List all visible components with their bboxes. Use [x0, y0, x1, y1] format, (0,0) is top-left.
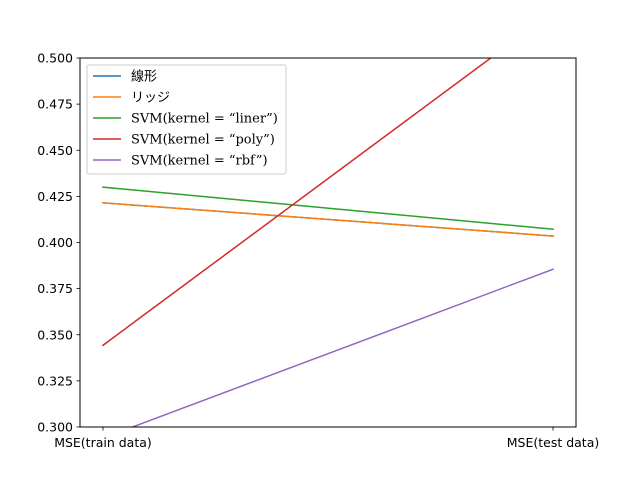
legend-label: SVM(kernel = “liner”)	[131, 112, 278, 127]
legend-label: リッジ	[131, 91, 170, 106]
y-tick-label: 0.400	[37, 235, 73, 250]
x-tick-label: MSE(train data)	[54, 435, 152, 450]
legend-label: 線形	[131, 69, 157, 85]
x-axis: MSE(train data) MSE(test data)	[54, 427, 599, 450]
series-line-2	[102, 186, 554, 231]
series-line-3	[101, 58, 493, 347]
y-tick-label: 0.500	[37, 51, 73, 66]
legend-label: SVM(kernel = “rbf”)	[131, 154, 268, 169]
y-tick-label: 0.375	[37, 281, 73, 296]
series-lines	[101, 58, 554, 427]
y-tick-label: 0.475	[37, 97, 73, 112]
y-tick-label: 0.350	[37, 327, 73, 342]
legend-box	[86, 64, 287, 175]
y-tick-label: 0.300	[37, 420, 73, 435]
series-line-1	[102, 202, 554, 237]
x-tick-label: MSE(test data)	[507, 435, 600, 450]
y-tick-label: 0.425	[37, 189, 73, 204]
legend-label: SVM(kernel = “poly”)	[131, 133, 275, 148]
y-tick-label: 0.325	[37, 373, 73, 388]
series-line-4	[130, 268, 554, 427]
y-axis: 0.300 0.325 0.350 0.375 0.400 0.425 0.450 0.475…	[37, 51, 80, 435]
y-tick-label: 0.450	[37, 143, 73, 158]
